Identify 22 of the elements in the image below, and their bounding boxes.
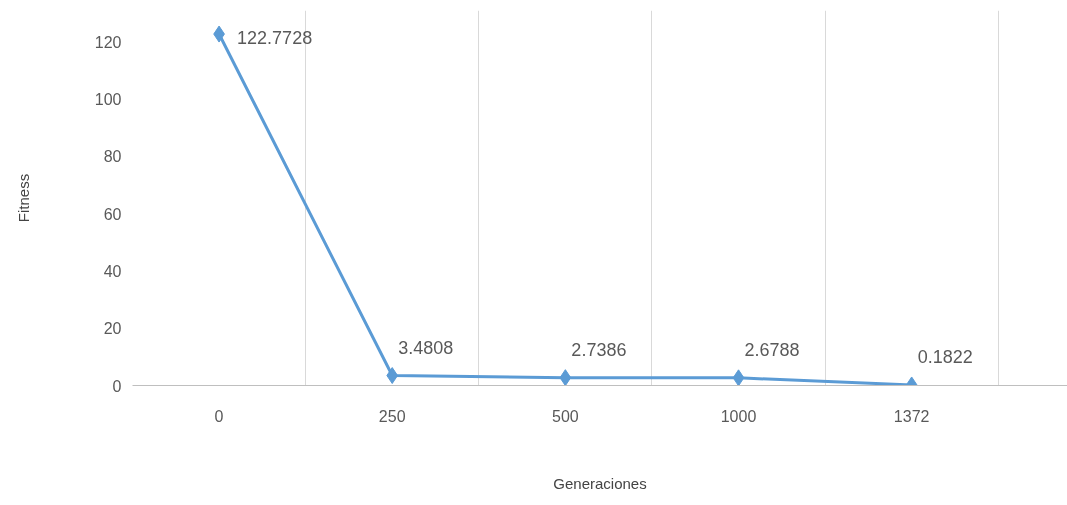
data-label: 122.7728 (237, 28, 313, 49)
x-axis-title: Generaciones (553, 474, 647, 492)
point (559, 369, 572, 386)
x-tick-label: 250 (378, 407, 406, 425)
y-tick-label: 120 (94, 33, 122, 51)
y-tick-label: 80 (103, 148, 122, 166)
y-tick-label: 40 (103, 263, 122, 280)
x-tick-label: 500 (552, 407, 579, 425)
x-tick-label: 1372 (893, 407, 930, 425)
point (386, 367, 399, 385)
y-tick-label: 0 (112, 377, 122, 395)
data-label: 3.4808 (398, 337, 454, 358)
y-tick-label: 100 (94, 91, 122, 109)
data-label: 2.6788 (744, 339, 800, 360)
y-axis-title: Fitness (14, 173, 32, 223)
x-tick-label: 1000 (720, 407, 757, 425)
x-tick-label: 0 (214, 407, 224, 425)
data-label: 0.1822 (917, 346, 973, 367)
point (732, 369, 745, 386)
y-tick-label: 20 (103, 320, 122, 338)
data-label: 2.7386 (571, 339, 627, 360)
y-tick-label: 60 (103, 205, 122, 223)
